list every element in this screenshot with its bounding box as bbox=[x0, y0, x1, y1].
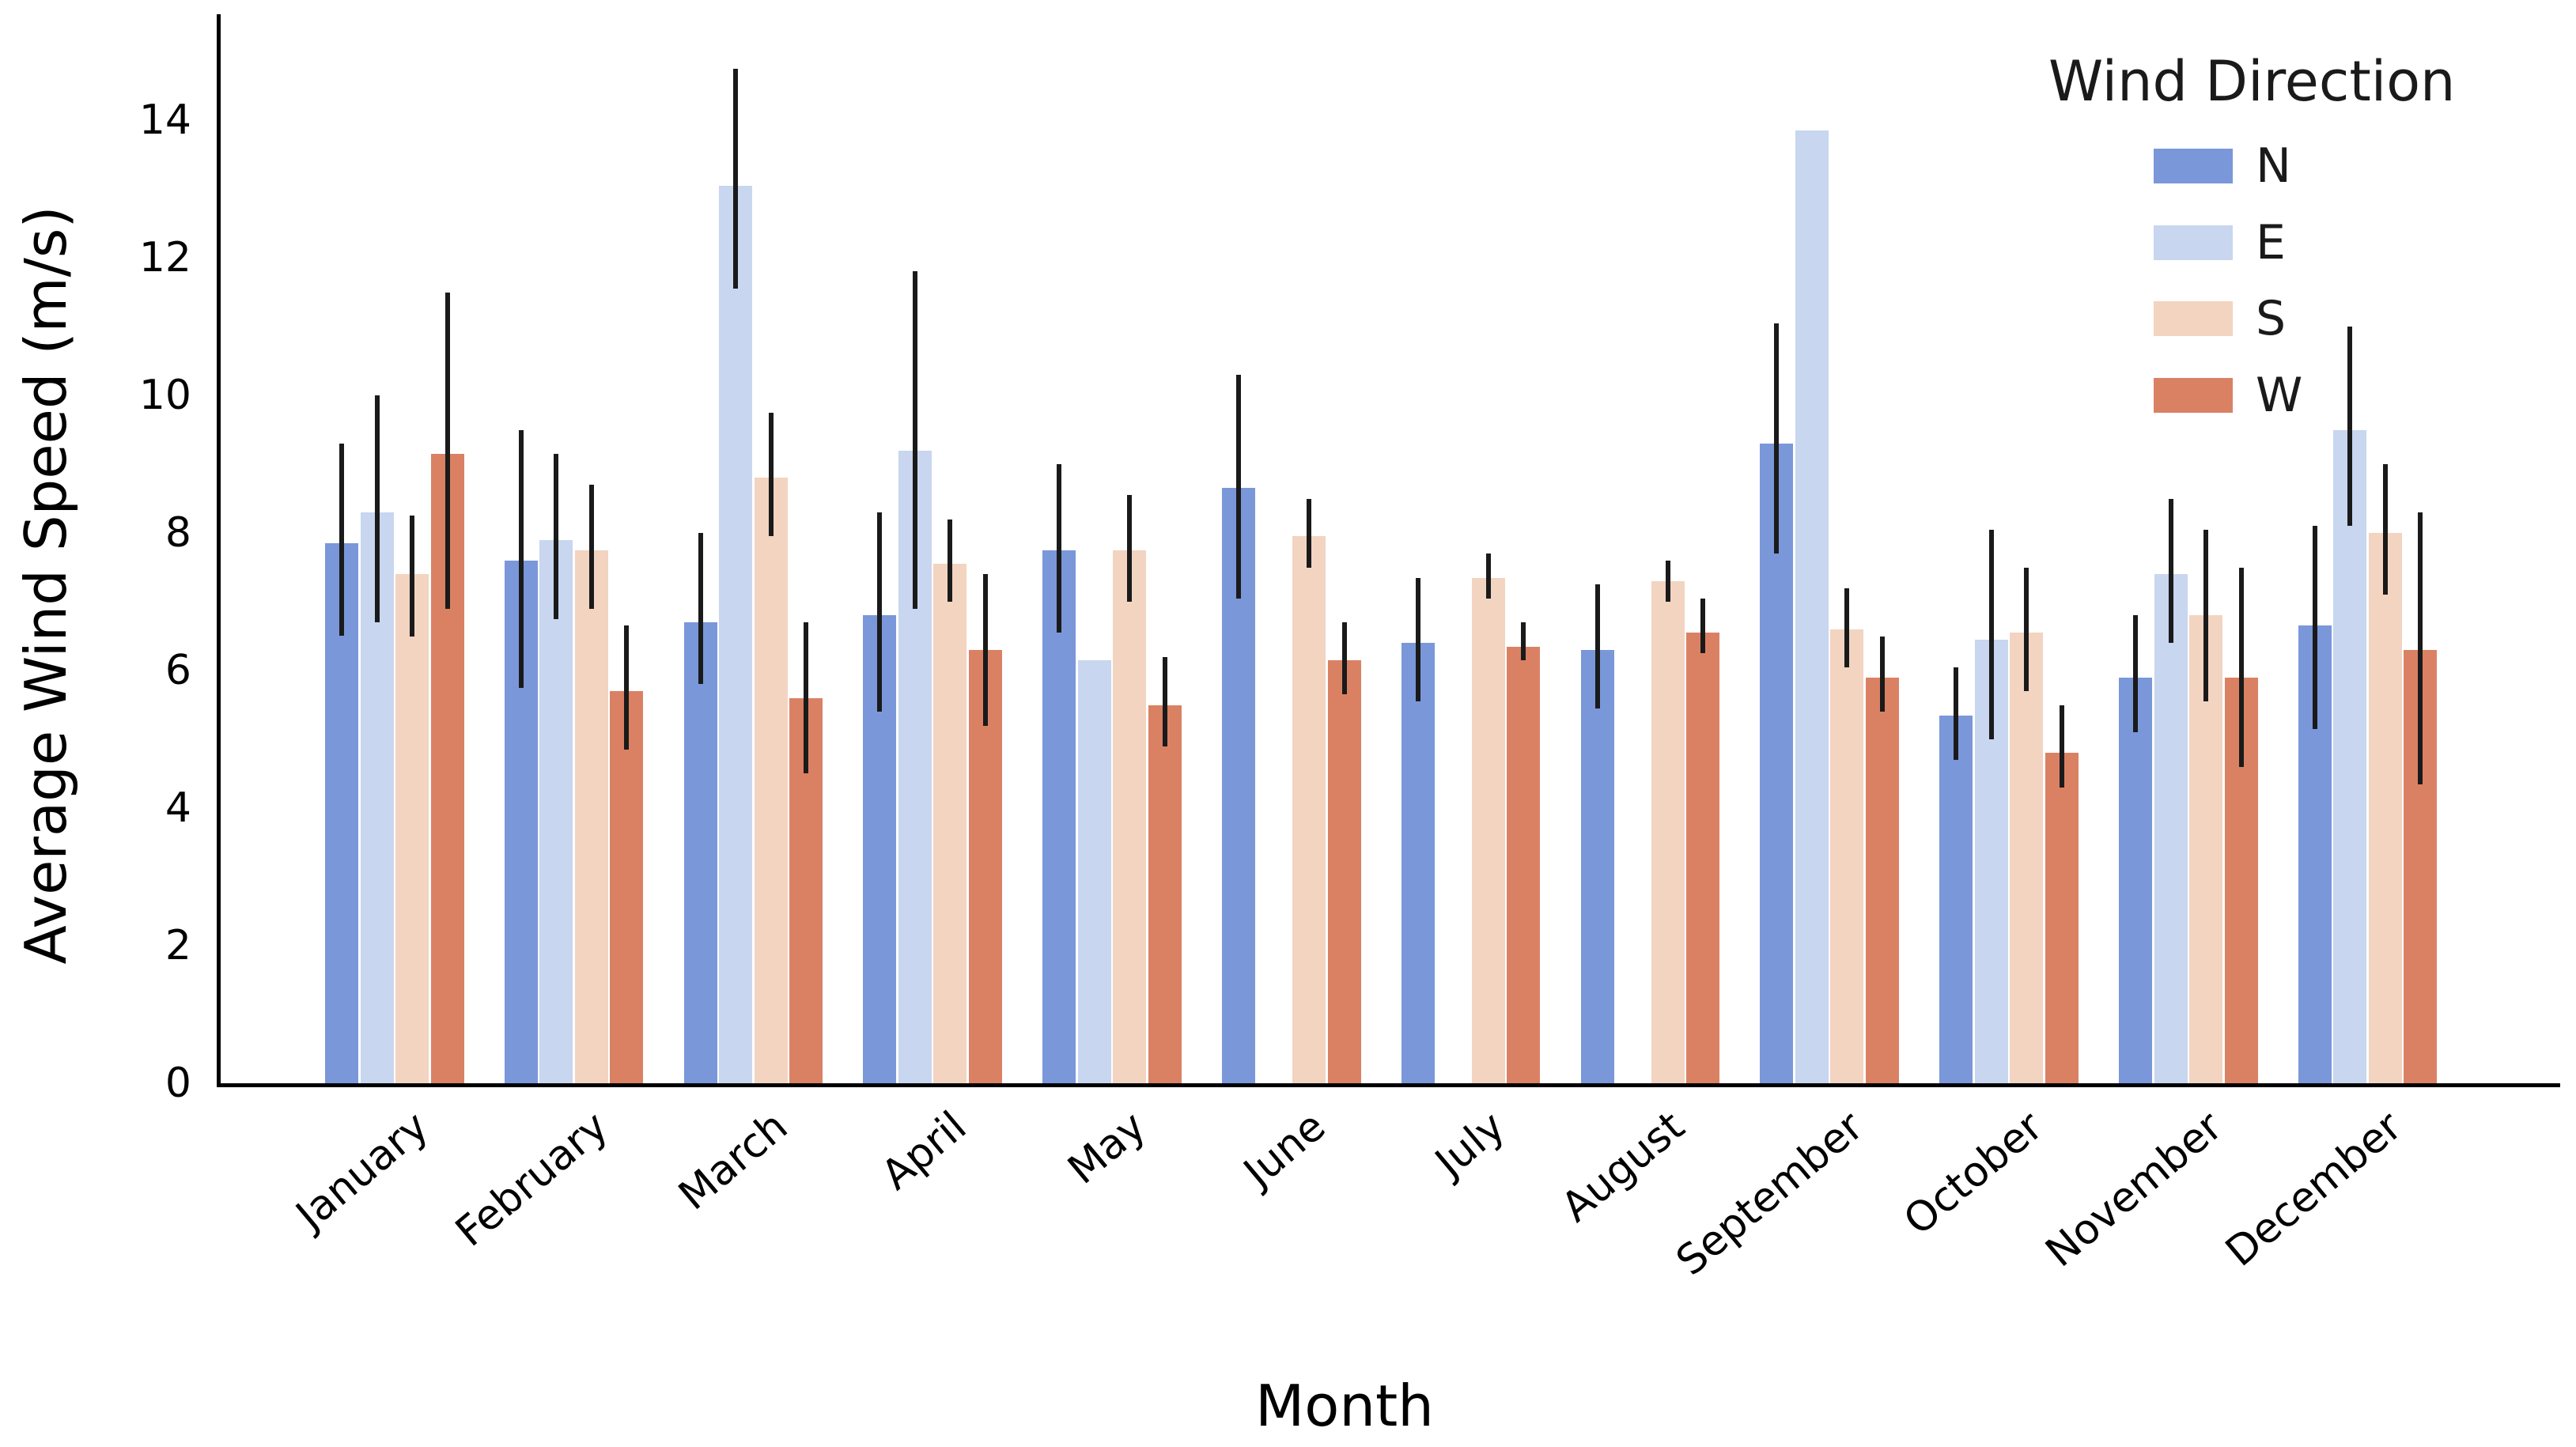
error-bar-march-W bbox=[804, 622, 809, 774]
legend-swatch-W bbox=[2154, 377, 2233, 413]
bar-november-N bbox=[2119, 677, 2152, 1083]
error-bar-november-E bbox=[2168, 498, 2173, 644]
y-tick-label-12: 12 bbox=[138, 234, 191, 281]
error-bar-november-N bbox=[2133, 615, 2138, 733]
error-bar-april-W bbox=[982, 574, 988, 726]
error-bar-september-N bbox=[1774, 323, 1780, 554]
error-bar-february-N bbox=[518, 429, 524, 688]
y-tick-label-8: 8 bbox=[165, 509, 191, 557]
error-bar-march-N bbox=[698, 533, 703, 685]
error-bar-february-E bbox=[554, 453, 559, 619]
bar-may-W bbox=[1148, 705, 1182, 1083]
error-bar-september-S bbox=[1844, 587, 1850, 667]
error-bar-february-S bbox=[588, 485, 594, 609]
error-bar-march-E bbox=[733, 68, 739, 289]
bar-june-W bbox=[1327, 659, 1361, 1083]
legend-swatch-S bbox=[2154, 301, 2233, 336]
bar-august-S bbox=[1651, 580, 1685, 1083]
bar-march-E bbox=[719, 185, 753, 1083]
error-bar-october-S bbox=[2024, 567, 2029, 692]
error-bar-june-N bbox=[1236, 374, 1241, 599]
bar-july-S bbox=[1471, 577, 1505, 1083]
bar-february-W bbox=[610, 691, 644, 1083]
bar-november-E bbox=[2154, 574, 2188, 1083]
error-bar-november-S bbox=[2203, 529, 2208, 702]
bar-january-S bbox=[395, 574, 429, 1083]
bar-october-W bbox=[2045, 753, 2079, 1083]
error-bar-april-E bbox=[912, 271, 917, 609]
y-tick-label-10: 10 bbox=[138, 372, 191, 419]
error-bar-july-W bbox=[1521, 622, 1526, 660]
bar-february-E bbox=[539, 539, 573, 1083]
bar-october-S bbox=[2010, 633, 2044, 1083]
error-bar-july-S bbox=[1485, 553, 1491, 599]
error-bar-february-W bbox=[624, 625, 630, 750]
legend-title: Wind Direction bbox=[2048, 49, 2456, 114]
bar-august-N bbox=[1580, 649, 1614, 1083]
bar-december-E bbox=[2333, 429, 2367, 1083]
bar-december-S bbox=[2368, 533, 2402, 1083]
bar-july-W bbox=[1507, 646, 1541, 1083]
error-bar-october-N bbox=[1954, 667, 1959, 761]
error-bar-october-E bbox=[1988, 529, 1994, 739]
error-bar-january-N bbox=[339, 443, 344, 637]
error-bar-april-N bbox=[877, 512, 883, 712]
error-bar-may-N bbox=[1057, 464, 1062, 633]
y-tick-label-4: 4 bbox=[165, 784, 191, 832]
error-bar-january-W bbox=[444, 292, 450, 609]
error-bar-august-N bbox=[1594, 584, 1600, 708]
error-bar-may-S bbox=[1127, 495, 1133, 602]
bar-february-S bbox=[574, 550, 608, 1083]
error-bar-september-W bbox=[1879, 636, 1885, 712]
bar-july-N bbox=[1401, 643, 1435, 1083]
error-bar-december-E bbox=[2347, 327, 2353, 527]
legend-swatch-N bbox=[2154, 149, 2233, 183]
bar-march-S bbox=[754, 478, 788, 1083]
error-bar-march-S bbox=[768, 412, 774, 537]
bar-october-N bbox=[1939, 715, 1973, 1083]
bar-june-S bbox=[1292, 536, 1326, 1083]
error-bar-june-W bbox=[1341, 622, 1347, 695]
error-bar-june-S bbox=[1307, 498, 1311, 568]
error-bar-october-W bbox=[2059, 705, 2064, 788]
y-tick-label-0: 0 bbox=[165, 1060, 191, 1107]
legend-label-N: N bbox=[2256, 138, 2291, 194]
bar-september-E bbox=[1795, 130, 1829, 1083]
legend-swatch-E bbox=[2154, 225, 2233, 260]
error-bar-january-E bbox=[374, 395, 380, 623]
error-bar-november-W bbox=[2238, 567, 2244, 767]
legend-label-E: E bbox=[2256, 214, 2286, 270]
error-bar-january-S bbox=[410, 516, 414, 637]
bar-august-W bbox=[1686, 633, 1720, 1083]
error-bar-august-S bbox=[1665, 560, 1670, 602]
error-bar-april-S bbox=[948, 519, 953, 602]
x-axis-label: Month bbox=[1255, 1373, 1434, 1439]
y-axis-label: Average Wind Speed (m/s) bbox=[13, 206, 79, 965]
y-tick-label-14: 14 bbox=[138, 96, 191, 144]
y-tick-label-6: 6 bbox=[165, 647, 191, 694]
error-bar-august-W bbox=[1700, 598, 1706, 654]
error-bar-december-W bbox=[2418, 512, 2423, 784]
y-tick-label-2: 2 bbox=[165, 922, 191, 969]
error-bar-may-W bbox=[1162, 656, 1167, 746]
bar-march-N bbox=[683, 622, 717, 1083]
error-bar-july-N bbox=[1415, 577, 1420, 702]
bar-may-N bbox=[1042, 550, 1076, 1083]
error-bar-december-S bbox=[2382, 464, 2388, 595]
legend-label-W: W bbox=[2256, 367, 2303, 423]
bar-may-E bbox=[1077, 659, 1111, 1083]
x-axis-spine bbox=[217, 1083, 2560, 1087]
error-bar-december-N bbox=[2312, 526, 2317, 729]
bar-september-W bbox=[1865, 677, 1899, 1083]
bar-may-S bbox=[1113, 550, 1147, 1083]
y-axis-spine bbox=[217, 14, 221, 1087]
legend-label-S: S bbox=[2256, 291, 2287, 346]
bar-april-S bbox=[933, 564, 967, 1083]
bar-september-S bbox=[1830, 629, 1864, 1083]
